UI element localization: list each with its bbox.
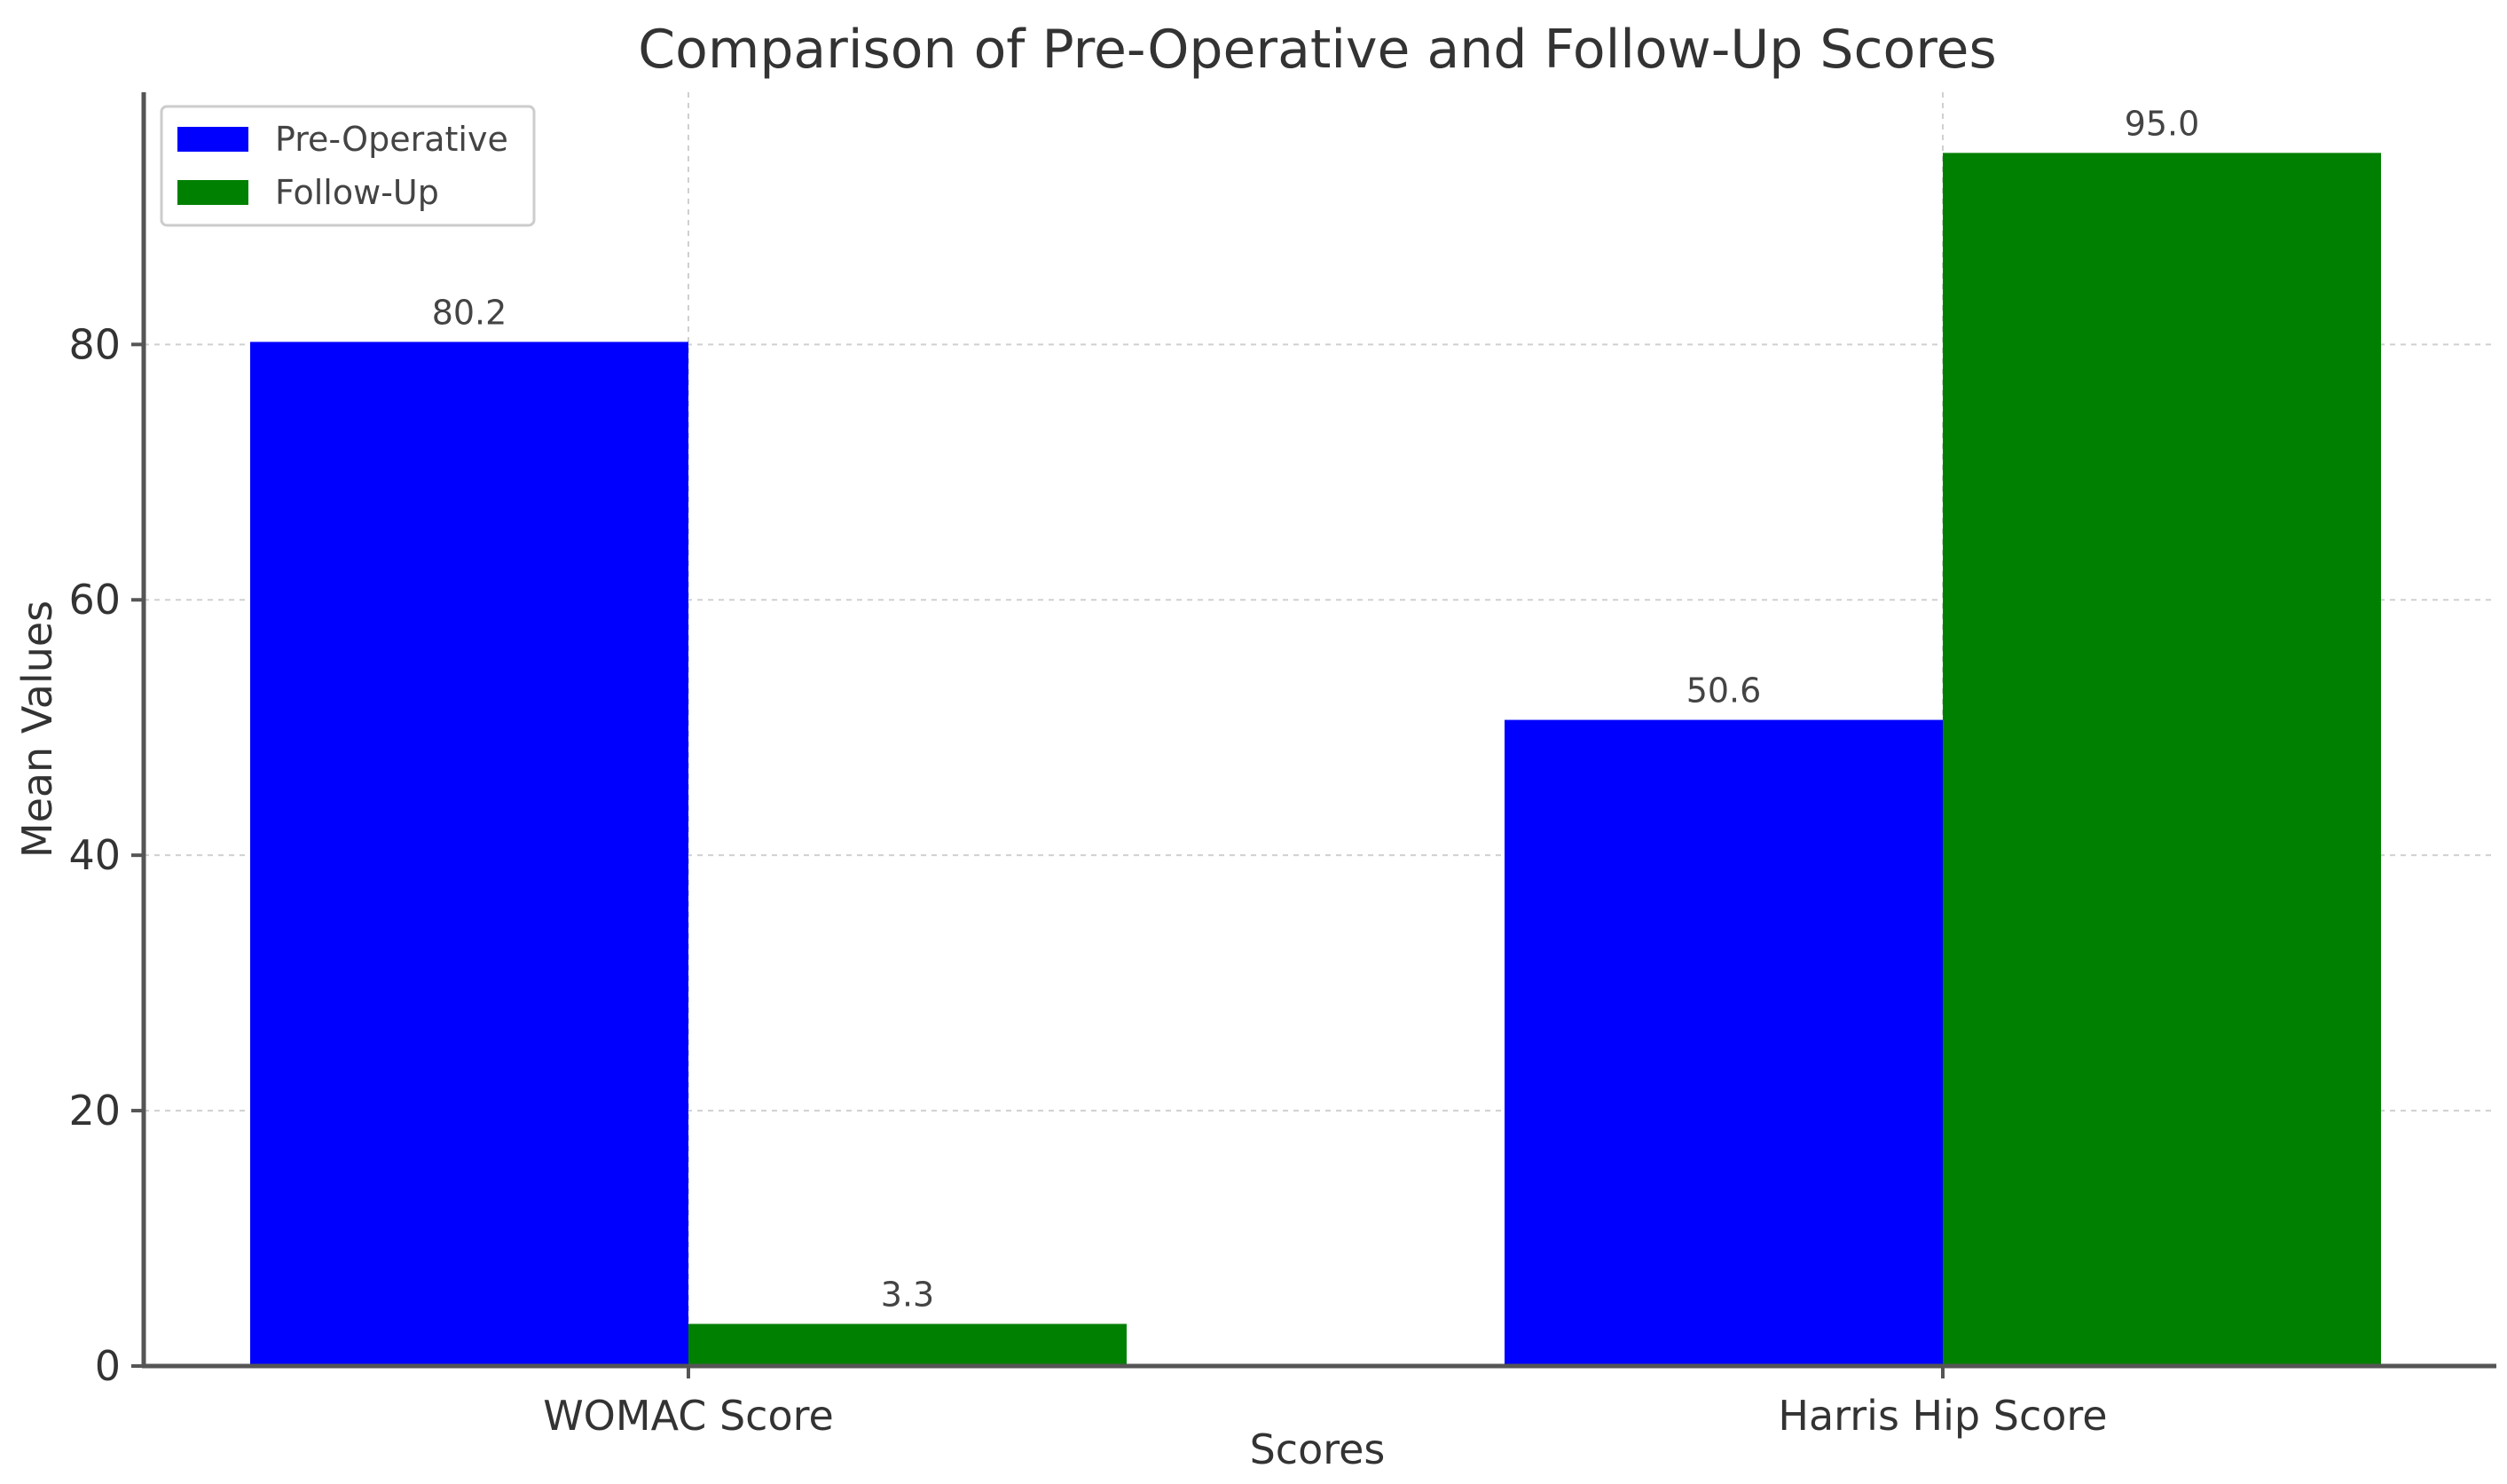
x-tick-label: Harris Hip Score <box>1778 1392 2107 1440</box>
legend-label-pre-operative: Pre-Operative <box>275 120 508 159</box>
y-tick-label: 20 <box>68 1087 121 1135</box>
x-tick-label: WOMAC Score <box>543 1392 834 1440</box>
legend-frame <box>160 105 536 227</box>
data-label-follow-up: 3.3 <box>881 1275 934 1314</box>
axes <box>141 92 2496 1369</box>
data-label-pre-operative: 50.6 <box>1686 671 1762 711</box>
bar-pre-operative <box>1505 719 1943 1366</box>
legend-swatch-follow-up <box>177 180 248 205</box>
x-axis-label: Scores <box>1250 1425 1386 1473</box>
y-tick-label: 40 <box>68 831 121 879</box>
chart-title: Comparison of Pre-Operative and Follow-U… <box>638 19 1996 81</box>
y-axis-label: Mean Values <box>13 601 61 858</box>
y-ticks: 0 20 40 60 80 <box>68 320 144 1390</box>
data-label-pre-operative: 80.2 <box>432 293 507 332</box>
data-labels: 80.2 50.6 3.3 95.0 <box>432 104 2200 1314</box>
bar-follow-up <box>1943 153 2381 1366</box>
bar-follow-up <box>688 1323 1127 1366</box>
data-label-follow-up: 95.0 <box>2125 104 2200 143</box>
bar-pre-operative <box>250 342 688 1366</box>
legend-label-follow-up: Follow-Up <box>275 173 439 212</box>
bars <box>250 153 2381 1366</box>
legend-swatch-pre-operative <box>177 127 248 152</box>
legend: Pre-Operative Follow-Up <box>160 105 536 227</box>
y-tick-label: 60 <box>68 576 121 624</box>
x-ticks: WOMAC Score Harris Hip Score <box>543 1366 2108 1440</box>
y-tick-label: 0 <box>95 1342 121 1390</box>
y-tick-label: 80 <box>68 320 121 368</box>
